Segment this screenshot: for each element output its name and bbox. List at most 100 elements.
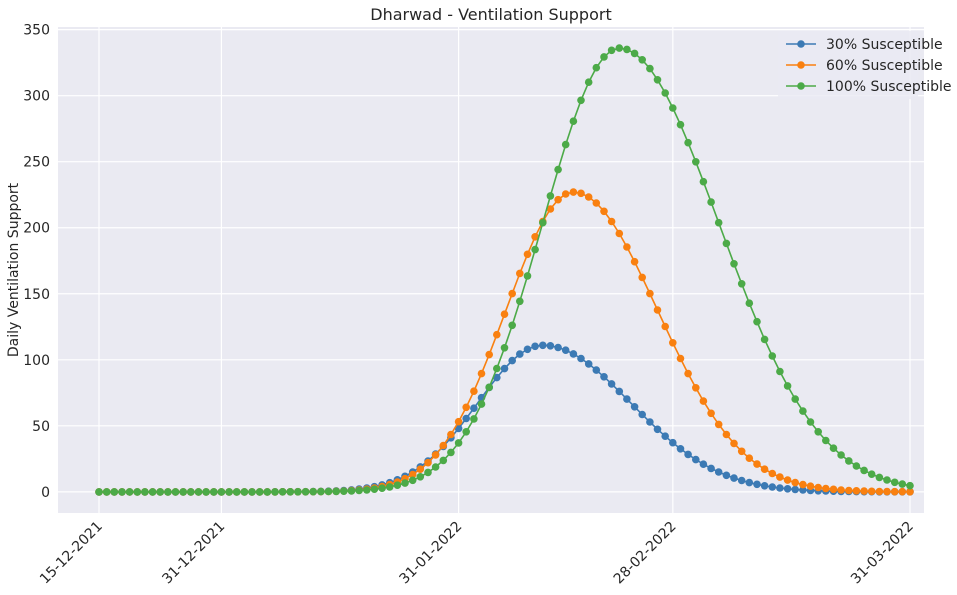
data-point [141, 488, 149, 496]
data-point [661, 432, 669, 441]
data-point [95, 488, 103, 496]
data-point [577, 189, 585, 198]
data-point [776, 473, 784, 481]
data-point [600, 373, 608, 381]
data-point [676, 354, 685, 363]
x-tick-label: 31-01-2022 [397, 519, 466, 588]
data-point [600, 207, 608, 216]
data-point [531, 342, 539, 351]
data-point [730, 439, 738, 448]
data-point [676, 120, 685, 129]
data-point [852, 487, 861, 495]
data-point [852, 462, 861, 470]
data-point [661, 322, 669, 331]
data-point [653, 306, 662, 314]
data-point [760, 482, 769, 490]
y-tick-label: 100 [23, 353, 50, 369]
data-point [408, 476, 417, 485]
data-point [669, 339, 677, 347]
data-point [546, 205, 555, 213]
data-point [890, 478, 899, 487]
data-point [875, 473, 884, 482]
data-point [745, 454, 754, 463]
data-point [485, 383, 494, 392]
data-point [271, 488, 279, 496]
data-point [799, 480, 807, 489]
data-point [561, 346, 570, 355]
legend-item: 60% Susceptible [786, 58, 943, 74]
series-3 [95, 44, 914, 496]
data-point [217, 488, 226, 496]
data-point [607, 380, 616, 388]
data-point [768, 483, 777, 491]
data-point [592, 199, 601, 207]
data-point [340, 487, 348, 496]
data-point [783, 485, 792, 493]
data-point [768, 469, 777, 478]
data-point [210, 488, 218, 496]
data-point [638, 410, 646, 419]
data-point [156, 488, 164, 496]
data-point [737, 476, 746, 485]
legend-item: 100% Susceptible [786, 79, 952, 95]
legend-marker [797, 40, 805, 48]
data-point [569, 350, 578, 358]
data-point [783, 382, 792, 390]
data-point [485, 350, 494, 359]
data-point [707, 464, 715, 473]
legend-marker [797, 61, 805, 69]
data-point [890, 487, 899, 496]
data-point [684, 450, 692, 459]
data-point [324, 487, 333, 496]
data-point [493, 330, 501, 339]
data-point [378, 484, 386, 493]
data-point [447, 448, 455, 457]
data-point [722, 430, 731, 439]
data-point [722, 471, 731, 480]
data-point [837, 451, 845, 459]
data-point [630, 403, 639, 411]
data-point [860, 466, 868, 475]
data-point [516, 297, 524, 306]
data-point [294, 488, 302, 496]
data-point [883, 476, 891, 484]
data-point [125, 488, 134, 496]
data-point [577, 96, 585, 105]
data-point [814, 428, 822, 436]
data-point [615, 387, 624, 396]
data-point [692, 158, 700, 166]
data-point [554, 165, 562, 174]
y-tick-label: 50 [32, 419, 50, 435]
data-point [263, 488, 272, 496]
data-point [508, 356, 516, 365]
data-point [699, 397, 708, 405]
legend-marker [797, 82, 805, 90]
data-point [102, 488, 111, 496]
data-point [424, 468, 432, 477]
data-point [584, 78, 593, 86]
data-point [470, 387, 478, 396]
data-point [745, 299, 754, 308]
data-point [845, 486, 853, 495]
data-point [539, 341, 547, 350]
data-point [454, 439, 463, 447]
data-point [401, 479, 409, 487]
data-point [470, 415, 478, 423]
x-axis: 15-12-2021 31-12-2021 31-01-2022 28-02-2022… [37, 519, 917, 588]
y-tick-label: 300 [23, 89, 50, 105]
data-point [508, 321, 516, 330]
data-point [623, 395, 631, 403]
y-axis-label: Daily Ventilation Support [6, 182, 22, 357]
data-point [232, 488, 241, 496]
data-point [615, 229, 624, 238]
data-point [783, 476, 792, 484]
data-point [194, 488, 203, 496]
data-point [439, 441, 448, 450]
legend-item: 30% Susceptible [786, 37, 943, 53]
data-point [500, 310, 509, 319]
data-point [133, 488, 142, 496]
data-point [714, 420, 723, 429]
data-point [822, 484, 830, 493]
data-point [317, 487, 325, 496]
